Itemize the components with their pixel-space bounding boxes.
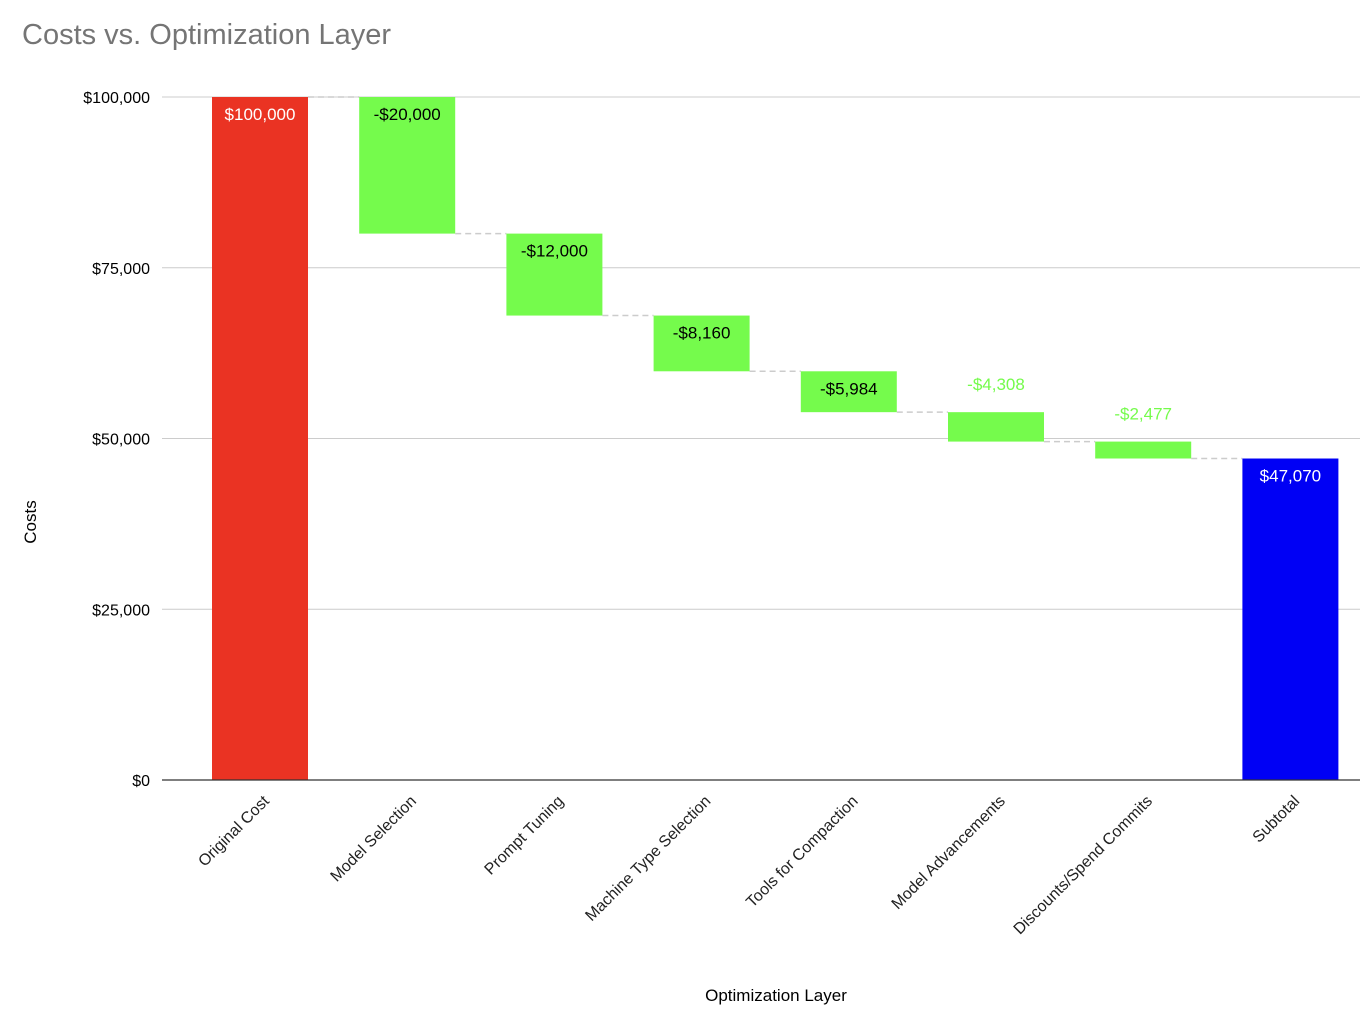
bar bbox=[506, 233, 603, 316]
y-tick-label: $100,000 bbox=[83, 90, 150, 107]
data-label: -$12,000 bbox=[521, 242, 588, 261]
x-category-label: Model Advancements bbox=[889, 793, 1009, 913]
bar bbox=[359, 97, 456, 234]
data-label: $47,070 bbox=[1260, 467, 1321, 486]
y-tick-label: $0 bbox=[132, 773, 150, 790]
bar bbox=[948, 412, 1044, 442]
data-labels: $100,000 -$20,000 -$12,000 -$8,160 -$5,984 -$… bbox=[225, 105, 1322, 486]
connector-lines bbox=[308, 96, 1243, 460]
y-axis-title: Costs bbox=[21, 500, 40, 543]
x-axis-categories: Original Cost Model Selection Prompt Tunin… bbox=[195, 792, 1303, 938]
y-axis-ticks: $0 $25,000 $50,000 $75,000 $100,000 bbox=[83, 90, 150, 790]
bar bbox=[653, 315, 750, 372]
data-label: -$4,308 bbox=[967, 375, 1025, 394]
y-tick-label: $25,000 bbox=[92, 602, 150, 619]
x-category-label: Subtotal bbox=[1250, 793, 1304, 847]
data-label: -$8,160 bbox=[673, 324, 731, 343]
bar bbox=[1095, 441, 1192, 459]
chart-title: Costs vs. Optimization Layer bbox=[22, 19, 391, 51]
y-tick-label: $75,000 bbox=[92, 261, 150, 278]
x-category-label: Original Cost bbox=[195, 792, 273, 870]
y-tick-label: $50,000 bbox=[92, 432, 150, 449]
bar bbox=[212, 97, 308, 780]
x-category-label: Prompt Tuning bbox=[482, 793, 568, 879]
bars bbox=[212, 97, 1339, 780]
data-label: -$20,000 bbox=[374, 105, 441, 124]
x-category-label: Tools for Compaction bbox=[743, 793, 861, 911]
bar bbox=[1242, 458, 1339, 780]
data-label: $100,000 bbox=[225, 105, 296, 124]
data-label: -$2,477 bbox=[1114, 405, 1172, 424]
x-category-label: Machine Type Selection bbox=[582, 793, 714, 925]
grid-lines bbox=[162, 96, 1360, 610]
bar bbox=[800, 371, 897, 413]
x-axis-title: Optimization Layer bbox=[705, 986, 847, 1005]
x-category-label: Discounts/Spend Commits bbox=[1011, 793, 1156, 938]
x-category-label: Model Selection bbox=[328, 793, 421, 886]
data-label: -$5,984 bbox=[820, 379, 878, 398]
